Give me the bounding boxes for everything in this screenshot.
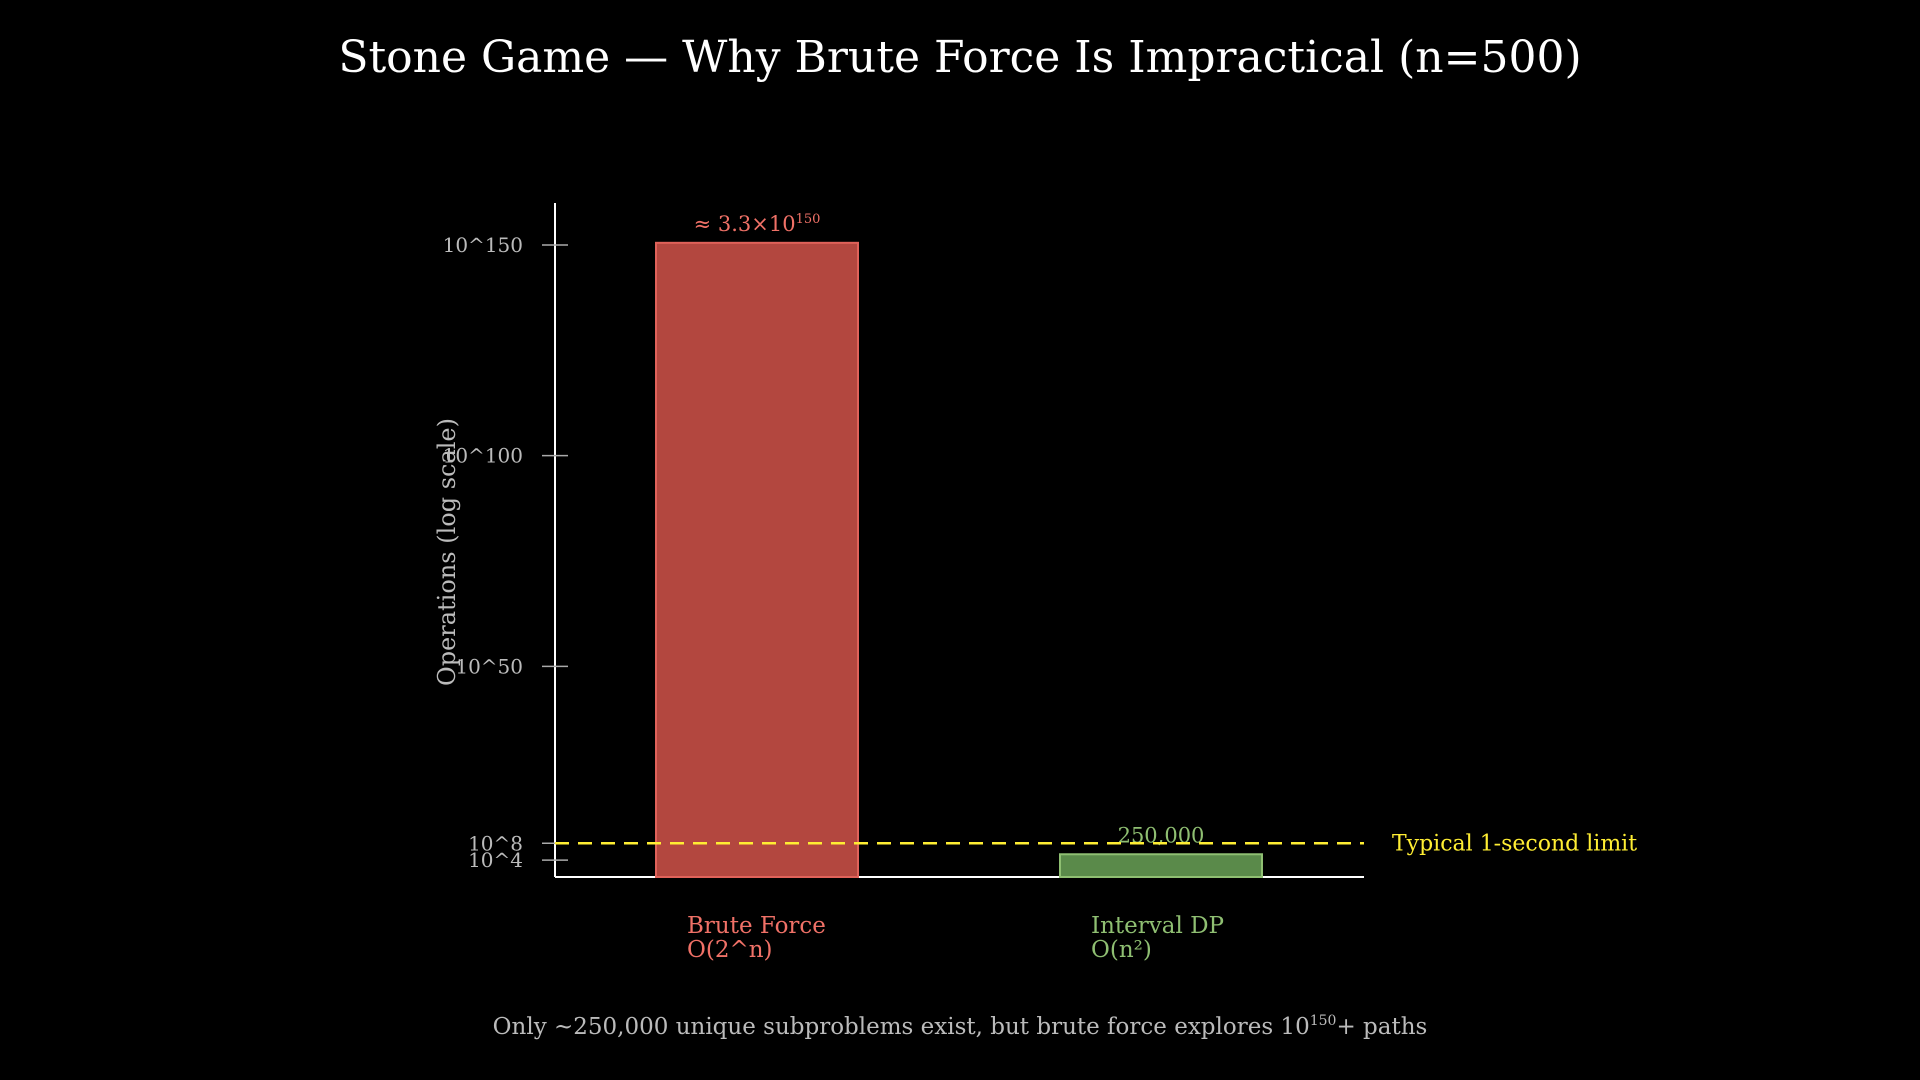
bar-value-label: ≈ 3.3×10150 (694, 212, 821, 236)
category-complexity-label: O(2^n) (687, 937, 773, 963)
category-label: Brute Force (687, 913, 826, 939)
y-tick-label: 10^50 (455, 654, 523, 678)
y-tick-label: 10^100 (443, 444, 523, 468)
category-complexity-label: O(n²) (1091, 937, 1152, 963)
y-tick-label: 10^4 (468, 848, 523, 872)
category-label: Interval DP (1091, 913, 1224, 939)
bar-interval-dp (1059, 853, 1263, 878)
bar-brute-force (655, 241, 859, 879)
y-tick-label: 10^8 (468, 831, 523, 855)
reference-line-label: Typical 1-second limit (1392, 831, 1637, 856)
y-tick-label: 10^150 (443, 233, 523, 257)
chart-marks: 10^410^8 10^50 10^100 10^150 ≈ 3.3×10150 Brut… (443, 203, 1637, 963)
footer-note: Only ~250,000 unique subproblems exist, … (493, 1013, 1428, 1040)
chart-title: Stone Game — Why Brute Force Is Impracti… (338, 32, 1581, 83)
y-axis-label: Operations (log scale) (433, 418, 461, 686)
